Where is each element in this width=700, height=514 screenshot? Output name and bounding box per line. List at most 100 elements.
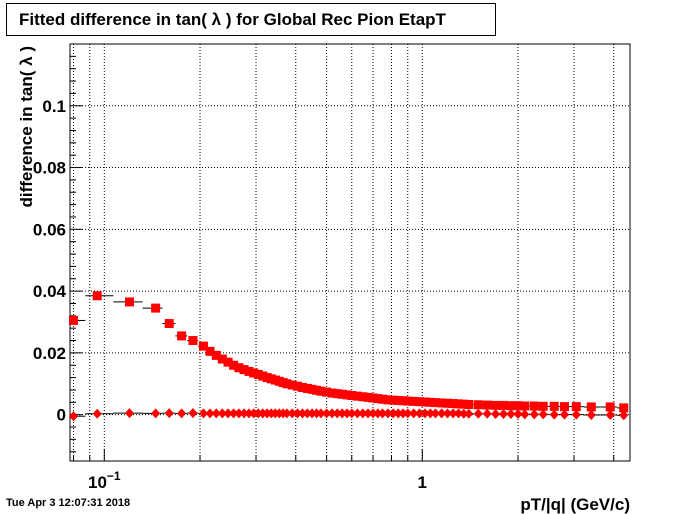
square-marker [403,396,413,406]
square-marker [538,401,548,411]
diamond-marker [520,409,530,420]
y-axis-title: difference in tan( λ ) [17,46,36,208]
square-marker [352,391,362,401]
diamond-marker [188,408,198,419]
diamond-marker [287,408,297,419]
diamond-marker [322,408,332,419]
diamond-marker [368,408,378,419]
square-marker [454,399,464,409]
diamond-marker [68,411,78,422]
square-marker [498,400,508,410]
square-marker [368,393,378,403]
square-marker [198,341,208,351]
square-marker [347,391,357,401]
plot-frame [69,43,631,462]
diamond-marker [538,409,548,420]
square-marker [420,397,430,407]
diamond-marker [571,409,581,420]
diamond-marker [459,408,469,419]
square-marker [337,389,347,399]
diamond-marker [124,408,134,419]
square-marker [425,397,435,407]
diamond-marker [378,408,388,419]
diamond-marker [92,408,102,419]
diamond-marker [383,408,393,419]
diamond-marker [151,408,161,419]
square-marker [409,396,419,406]
diamond-marker [332,408,342,419]
square-marker [307,384,317,394]
diamond-marker [164,408,174,419]
diamond-marker [244,408,254,419]
diamond-marker [409,408,419,419]
diamond-marker [430,408,440,419]
y-tick-label: 0.02 [33,344,66,363]
square-marker [506,401,516,411]
diamond-marker [605,409,615,420]
diamond-marker [282,408,292,419]
square-marker [223,357,233,367]
square-marker [249,368,259,378]
square-marker [124,297,134,307]
diamond-marker [211,408,221,419]
square-marker [342,390,352,400]
diamond-marker [177,408,187,419]
square-marker [373,394,383,404]
x-axis-title: pT/|q| (GeV/c) [520,495,630,514]
diamond-marker [342,408,352,419]
square-marker [363,392,373,402]
square-marker [332,389,342,399]
square-marker [559,402,569,412]
square-marker [327,388,337,398]
diamond-marker [473,408,483,419]
square-marker [322,387,332,397]
square-marker [586,402,596,412]
square-marker [151,303,161,313]
square-marker [442,398,452,408]
square-marker [448,399,458,409]
y-tick-label: 0.04 [33,282,67,301]
diamond-marker [307,408,317,419]
diamond-marker [398,408,408,419]
diamond-marker [297,408,307,419]
diamond-marker [234,408,244,419]
square-marker [205,346,215,356]
diamond-marker [198,408,208,419]
diamond-marker [249,408,259,419]
tick-labels: 0 0.02 0.04 0.06 0.08 0.1 10−1 1 [33,97,427,492]
diamond-marker [337,408,347,419]
diamond-marker [420,408,430,419]
diamond-marker [559,409,569,420]
diamond-marker [229,408,239,419]
diamond-marker [352,408,362,419]
timestamp: Tue Apr 3 12:07:31 2018 [6,497,131,509]
square-marker [437,398,447,408]
diamond-marker [373,408,383,419]
diamond-marker [358,408,368,419]
diamond-marker [205,408,215,419]
square-marker [292,381,302,391]
diamond-marker [454,408,464,419]
diamond-marker [491,409,501,420]
diamond-marker [425,408,435,419]
square-marker [398,396,408,406]
square-marker [239,365,249,375]
diamond-marker [388,408,398,419]
y-tick-label: 0.06 [33,220,66,239]
diamond-marker [316,408,326,419]
y-tick-label: 0.08 [33,159,66,178]
square-marker [68,315,78,325]
diamond-marker [498,409,508,420]
y-tick-label: 0 [57,406,66,425]
diamond-marker [513,409,523,420]
diamond-marker [393,408,403,419]
square-marker [282,379,292,389]
diamond-marker [442,408,452,419]
diamond-marker [506,409,516,420]
chart-title: Fitted difference in tan( λ ) for Global… [6,3,496,36]
square-marker [244,366,254,376]
diamond-marker [482,408,492,419]
square-marker [358,392,368,402]
diamond-marker [464,408,474,419]
